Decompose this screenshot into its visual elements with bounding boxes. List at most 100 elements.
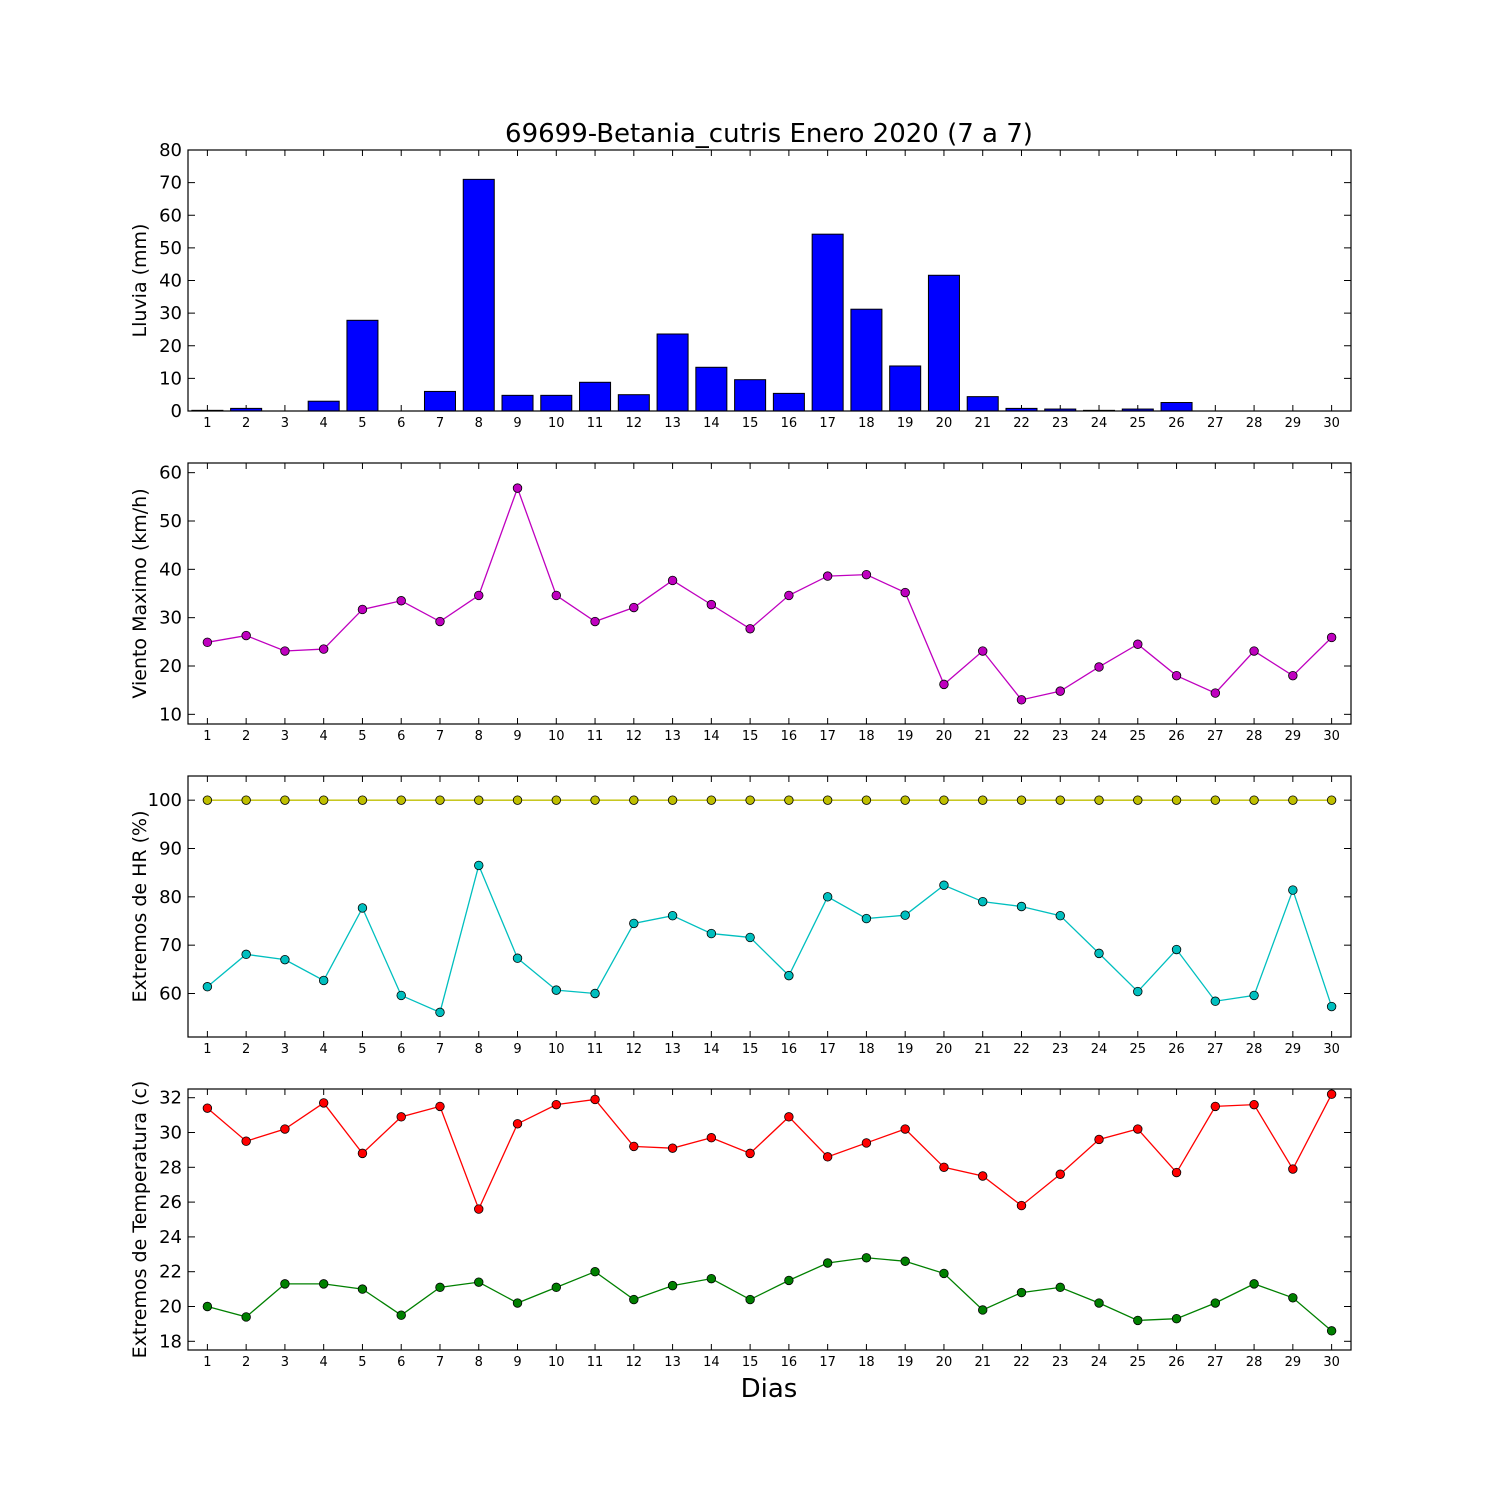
x-tick-label: 16: [781, 416, 798, 431]
y-tick-label: 90: [159, 839, 182, 860]
series-1-point-day-15: [745, 795, 755, 805]
series-1-point-day-24: [1094, 1134, 1104, 1145]
series-1-point-day-29: [1288, 670, 1298, 681]
y-tick-label: 60: [159, 463, 182, 484]
x-tick-label: 7: [436, 729, 444, 744]
x-tick-label: 18: [858, 729, 875, 744]
series-1-point-day-22: [1016, 695, 1027, 705]
x-tick-label: 7: [436, 416, 444, 431]
series-1-point-day-20: [939, 1162, 949, 1173]
series-1-point-day-27: [1210, 795, 1221, 805]
x-tick-label: 23: [1052, 1355, 1069, 1370]
x-tick-label: 17: [819, 1042, 836, 1057]
y-tick-label: 0: [171, 401, 182, 422]
series-line-1: [206, 1093, 1333, 1211]
x-tick-label: 3: [281, 1042, 289, 1057]
x-tick-label: 8: [475, 416, 483, 431]
x-tick-label: 2: [242, 1042, 250, 1057]
x-tick-label: 22: [1013, 416, 1030, 431]
series-1-point-day-19: [900, 587, 910, 598]
series-1-point-day-4: [318, 644, 329, 654]
series-2-point-day-4: [318, 1279, 329, 1289]
x-tick-label: 12: [626, 1355, 643, 1370]
series-1-point-day-24: [1094, 662, 1104, 672]
series-1-point-day-20: [939, 679, 949, 690]
series-1-point-day-3: [280, 795, 290, 805]
series-1-point-day-19: [900, 1124, 910, 1134]
x-tick-label: 12: [626, 416, 643, 431]
series-1-point-day-18: [861, 569, 872, 580]
series-2-point-day-11: [590, 1266, 600, 1277]
series-2-point-day-10: [551, 985, 561, 995]
x-tick-label: 3: [281, 729, 289, 744]
series-2-point-day-1: [202, 1301, 213, 1312]
series-2-point-day-17: [822, 1258, 833, 1268]
x-tick-label: 1: [203, 1355, 211, 1370]
series-2-point-day-20: [939, 1268, 949, 1279]
x-tick-label: 15: [742, 729, 759, 744]
y-tick-label: 32: [159, 1088, 182, 1109]
series-2-point-day-3: [280, 1279, 290, 1289]
x-tick-label: 9: [513, 729, 521, 744]
series-1-point-day-11: [590, 1094, 600, 1105]
series-1-point-day-2: [241, 630, 251, 641]
series-2-point-day-22: [1016, 1287, 1027, 1298]
series-2-point-day-13: [667, 1280, 678, 1291]
series-1-point-day-24: [1094, 795, 1104, 805]
series-2-point-day-23: [1055, 1282, 1065, 1293]
x-tick-label: 1: [203, 1042, 211, 1057]
series-2-point-day-8: [474, 1277, 484, 1287]
x-tick-label: 25: [1130, 1355, 1147, 1370]
y-tick-label: 10: [159, 368, 182, 389]
series-2-point-day-19: [900, 910, 910, 920]
x-tick-label: 4: [320, 1355, 328, 1370]
series-1-point-day-14: [706, 599, 717, 610]
x-tick-label: 27: [1207, 729, 1224, 744]
x-tick-label: 11: [587, 416, 604, 431]
series-2-point-day-14: [706, 928, 717, 939]
y-tick-label: 22: [159, 1262, 182, 1283]
x-tick-label: 26: [1168, 1042, 1185, 1057]
series-1-point-day-18: [861, 1138, 872, 1148]
series-1-point-day-25: [1133, 1124, 1143, 1134]
x-tick-label: 24: [1091, 1355, 1108, 1370]
series-1-point-day-17: [822, 1152, 833, 1162]
x-tick-label: 29: [1285, 1042, 1302, 1057]
x-tick-label: 7: [436, 1042, 444, 1057]
rain-bar-day-11: [579, 381, 612, 412]
x-tick-label: 18: [858, 1355, 875, 1370]
y-tick-label: 26: [159, 1192, 182, 1213]
x-tick-label: 29: [1285, 416, 1302, 431]
series-2-point-day-5: [357, 903, 368, 913]
series-2-point-day-23: [1055, 910, 1065, 921]
x-tick-label: 25: [1130, 416, 1147, 431]
y-axis-label: Lluvia (mm): [129, 224, 151, 338]
x-tick-label: 30: [1323, 1042, 1340, 1057]
x-tick-label: 30: [1323, 1355, 1340, 1370]
series-1-point-day-5: [357, 1148, 368, 1159]
series-1-point-day-30: [1326, 632, 1337, 643]
series-1-point-day-30: [1326, 795, 1337, 805]
x-tick-label: 28: [1246, 1355, 1263, 1370]
rain-bar-day-5: [346, 319, 379, 412]
rain-bar-day-19: [889, 365, 922, 412]
series-2-point-day-17: [822, 892, 833, 902]
series-1-point-day-15: [745, 624, 755, 634]
x-tick-label: 22: [1013, 1042, 1030, 1057]
series-1-point-day-11: [590, 616, 600, 627]
series-2-point-day-2: [241, 949, 251, 960]
x-tick-label: 30: [1323, 416, 1340, 431]
x-tick-label: 20: [936, 729, 953, 744]
y-tick-label: 60: [159, 205, 182, 226]
series-line-1: [207, 486, 1333, 701]
series-2-point-day-24: [1094, 948, 1104, 959]
series-1-point-day-23: [1055, 1169, 1065, 1179]
rain-bar-day-17: [811, 233, 844, 412]
series-1-point-day-10: [551, 590, 561, 601]
x-tick-label: 28: [1246, 729, 1263, 744]
x-tick-label: 4: [320, 416, 328, 431]
series-2-point-day-8: [474, 860, 484, 871]
series-2-point-day-12: [629, 918, 639, 929]
x-tick-label: 23: [1052, 416, 1069, 431]
x-tick-label: 24: [1091, 416, 1108, 431]
